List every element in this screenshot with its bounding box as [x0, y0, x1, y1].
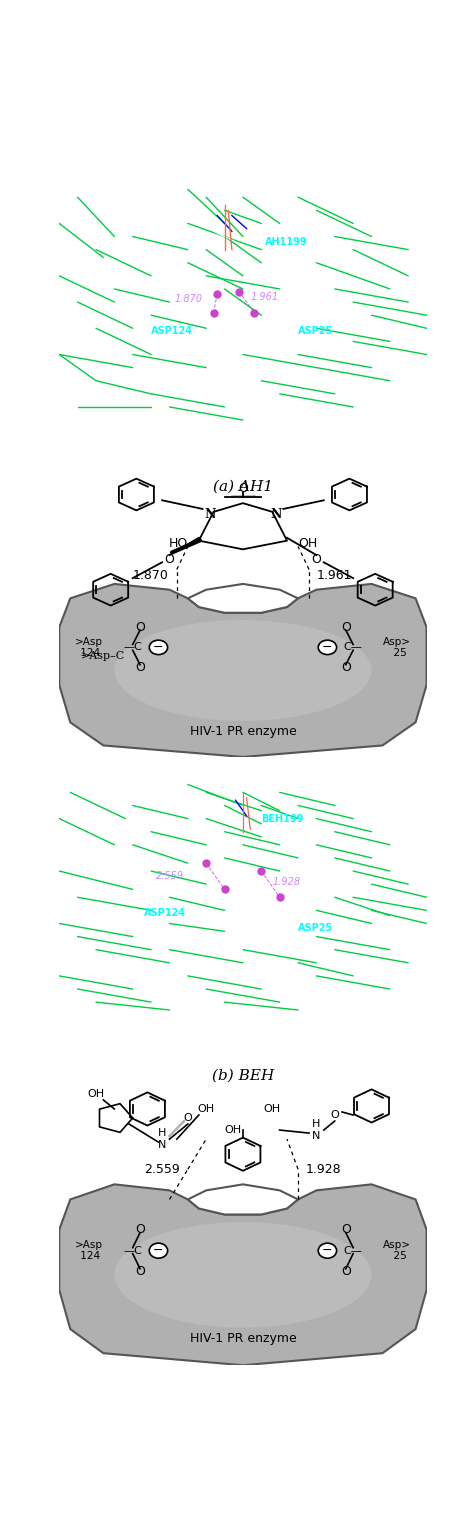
Text: −: − [322, 1244, 333, 1258]
Text: Asp>
  25: Asp> 25 [383, 637, 411, 658]
Text: O: O [135, 1223, 145, 1236]
Text: O: O [164, 552, 174, 566]
Text: 2.559: 2.559 [156, 871, 184, 881]
Text: O: O [330, 1111, 339, 1120]
Text: 1.928: 1.928 [272, 876, 301, 887]
Circle shape [318, 640, 337, 655]
Text: O: O [341, 1223, 351, 1236]
Text: 1.961: 1.961 [250, 291, 278, 302]
Text: OH: OH [298, 537, 317, 551]
PathPatch shape [188, 584, 298, 612]
Text: N: N [312, 1131, 320, 1141]
Text: OH: OH [264, 1104, 281, 1114]
Text: >Asp–C: >Asp–C [81, 650, 126, 661]
Text: —C: —C [123, 1246, 142, 1256]
Text: —C: —C [123, 643, 142, 652]
Circle shape [149, 1243, 168, 1258]
Text: HO: HO [169, 537, 188, 551]
Text: 1.928: 1.928 [306, 1163, 342, 1175]
Text: H: H [158, 1127, 166, 1138]
Text: HIV-1 PR enzyme: HIV-1 PR enzyme [190, 724, 296, 738]
Text: N: N [270, 508, 282, 522]
Text: ASP124: ASP124 [144, 908, 186, 917]
Text: OH: OH [198, 1104, 215, 1114]
Text: O: O [183, 1114, 192, 1123]
Ellipse shape [114, 1223, 372, 1327]
Text: OH: OH [225, 1124, 242, 1135]
Text: 1.961: 1.961 [317, 569, 353, 581]
Text: (a) AH1: (a) AH1 [213, 480, 273, 494]
PathPatch shape [59, 1184, 427, 1365]
Text: HIV-1 PR enzyme: HIV-1 PR enzyme [190, 1332, 296, 1345]
PathPatch shape [59, 584, 427, 756]
Text: O: O [341, 1266, 351, 1278]
Text: O: O [311, 552, 321, 566]
Text: −: − [322, 641, 333, 653]
Text: C—: C— [344, 1246, 363, 1256]
Text: O: O [135, 661, 145, 673]
Text: C—: C— [344, 643, 363, 652]
PathPatch shape [188, 1184, 298, 1215]
Text: (b) BEH: (b) BEH [212, 1068, 274, 1083]
Text: >Asp
 124: >Asp 124 [74, 1239, 103, 1261]
Text: 1.870: 1.870 [174, 295, 202, 304]
Text: OH: OH [87, 1089, 105, 1098]
Text: 2.559: 2.559 [144, 1163, 180, 1175]
Text: −: − [153, 1244, 164, 1258]
Text: Asp>
  25: Asp> 25 [383, 1239, 411, 1261]
Text: ASP124: ASP124 [151, 325, 193, 336]
Text: ASP25: ASP25 [298, 923, 333, 933]
Text: O: O [341, 621, 351, 634]
Text: >Asp
 124: >Asp 124 [74, 637, 103, 658]
Circle shape [318, 1243, 337, 1258]
Text: ASP25: ASP25 [298, 325, 333, 336]
Text: N: N [204, 508, 216, 522]
Text: O: O [341, 661, 351, 673]
Text: H: H [312, 1118, 320, 1129]
Text: AH1199: AH1199 [265, 236, 308, 247]
Text: 1.870: 1.870 [133, 569, 169, 581]
Text: O: O [135, 621, 145, 634]
Text: N: N [158, 1140, 166, 1150]
Ellipse shape [114, 620, 372, 721]
Circle shape [149, 640, 168, 655]
Text: O: O [135, 1266, 145, 1278]
Text: O: O [238, 482, 248, 495]
Text: BEH199: BEH199 [261, 813, 304, 824]
Text: −: − [153, 641, 164, 653]
